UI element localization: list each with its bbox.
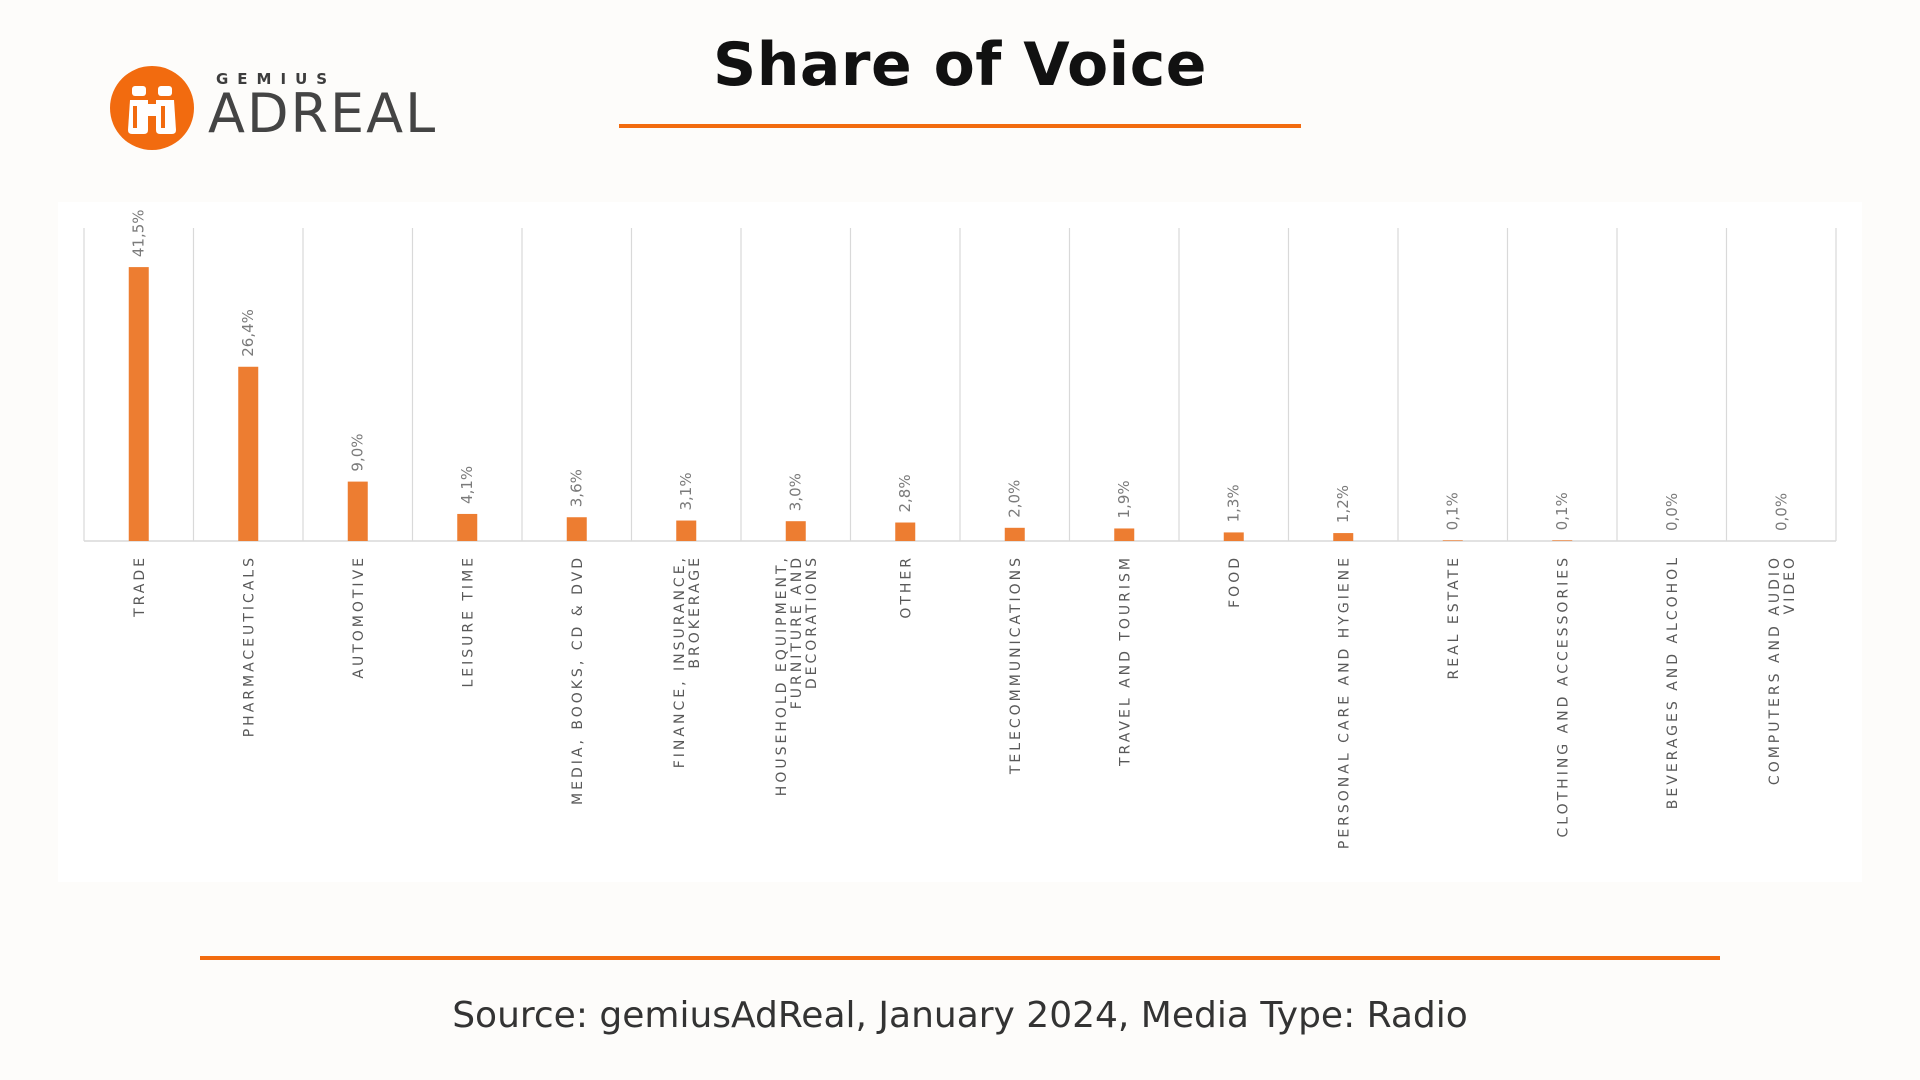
data-label: 3,0% xyxy=(787,473,805,511)
logo-subtitle: GEMIUS xyxy=(216,70,337,88)
binoculars-icon xyxy=(110,66,194,150)
bar xyxy=(128,267,149,541)
category-tick-label: DECORATIONS xyxy=(804,555,820,689)
bar xyxy=(676,520,697,541)
category-tick-label: PHARMACEUTICALS xyxy=(241,555,257,737)
data-label: 0,1% xyxy=(1553,492,1571,530)
data-label: 4,1% xyxy=(458,466,476,504)
bar xyxy=(457,513,478,541)
page-title: Share of Voice xyxy=(712,30,1207,100)
category-tick-label: FURNITURE AND xyxy=(789,555,805,709)
category-tick-label: BEVERAGES AND ALCOHOL xyxy=(1665,555,1681,809)
category-tick-label: BROKERAGE xyxy=(687,555,703,669)
data-label: 3,6% xyxy=(568,469,586,507)
data-label: 1,9% xyxy=(1115,480,1133,518)
data-label: 9,0% xyxy=(349,433,367,471)
category-tick-label: REAL ESTATE xyxy=(1446,555,1462,680)
bar xyxy=(1004,527,1025,541)
category-tick-label: COMPUTERS AND AUDIO xyxy=(1767,555,1783,785)
category-tick-label: TRAVEL AND TOURISM xyxy=(1117,555,1133,767)
category-tick-label: AUTOMOTIVE xyxy=(351,555,367,679)
bar xyxy=(1114,528,1135,541)
bar xyxy=(1333,533,1354,541)
category-tick-label: PERSONAL CARE AND HYGIENE xyxy=(1336,555,1352,849)
title-underline xyxy=(619,124,1301,128)
chart-panel: 41,5% TRADE 26,4% PHARMACEUTICALS 9,0% AUTOMO… xyxy=(58,202,1862,882)
bar xyxy=(895,522,916,541)
bar xyxy=(238,366,259,541)
category-tick-label: HOUSEHOLD EQUIPMENT, xyxy=(774,555,790,796)
logo-wordmark: ADREAL xyxy=(208,82,438,145)
data-label: 2,8% xyxy=(896,474,914,512)
data-label: 1,2% xyxy=(1334,485,1352,523)
source-note: Source: gemiusAdReal, January 2024, Medi… xyxy=(452,995,1468,1036)
bar xyxy=(1552,540,1573,541)
data-label: 41,5% xyxy=(130,209,148,257)
data-label: 0,0% xyxy=(1772,493,1790,531)
category-tick-label: MEDIA, BOOKS, CD & DVD xyxy=(570,555,586,805)
category-tick-label: OTHER xyxy=(898,555,914,619)
bar xyxy=(347,481,368,541)
bar xyxy=(566,517,587,541)
category-tick-label: CLOTHING AND ACCESSORIES xyxy=(1555,555,1571,837)
gemius-adreal-logo: GEMIUS ADREAL xyxy=(108,64,438,154)
data-label: 0,0% xyxy=(1663,493,1681,531)
data-label: 26,4% xyxy=(239,309,257,357)
data-label: 2,0% xyxy=(1006,480,1024,518)
data-label: 1,3% xyxy=(1225,484,1243,522)
category-tick-label: FOOD xyxy=(1227,555,1243,608)
data-label: 0,1% xyxy=(1444,492,1462,530)
share-of-voice-chart: 41,5% TRADE 26,4% PHARMACEUTICALS 9,0% AUTOMO… xyxy=(83,209,1837,849)
bar xyxy=(1223,532,1244,541)
bar xyxy=(1442,540,1463,541)
category-tick-label: TELECOMMUNICATIONS xyxy=(1008,555,1024,775)
category-tick-label: VIDEO xyxy=(1782,555,1798,614)
category-tick-label: LEISURE TIME xyxy=(460,555,476,688)
bottom-divider xyxy=(200,956,1720,960)
category-tick-label: TRADE xyxy=(132,555,148,618)
category-tick-label: FINANCE, INSURANCE, xyxy=(672,555,688,768)
data-label: 3,1% xyxy=(677,472,695,510)
bar xyxy=(785,521,806,541)
